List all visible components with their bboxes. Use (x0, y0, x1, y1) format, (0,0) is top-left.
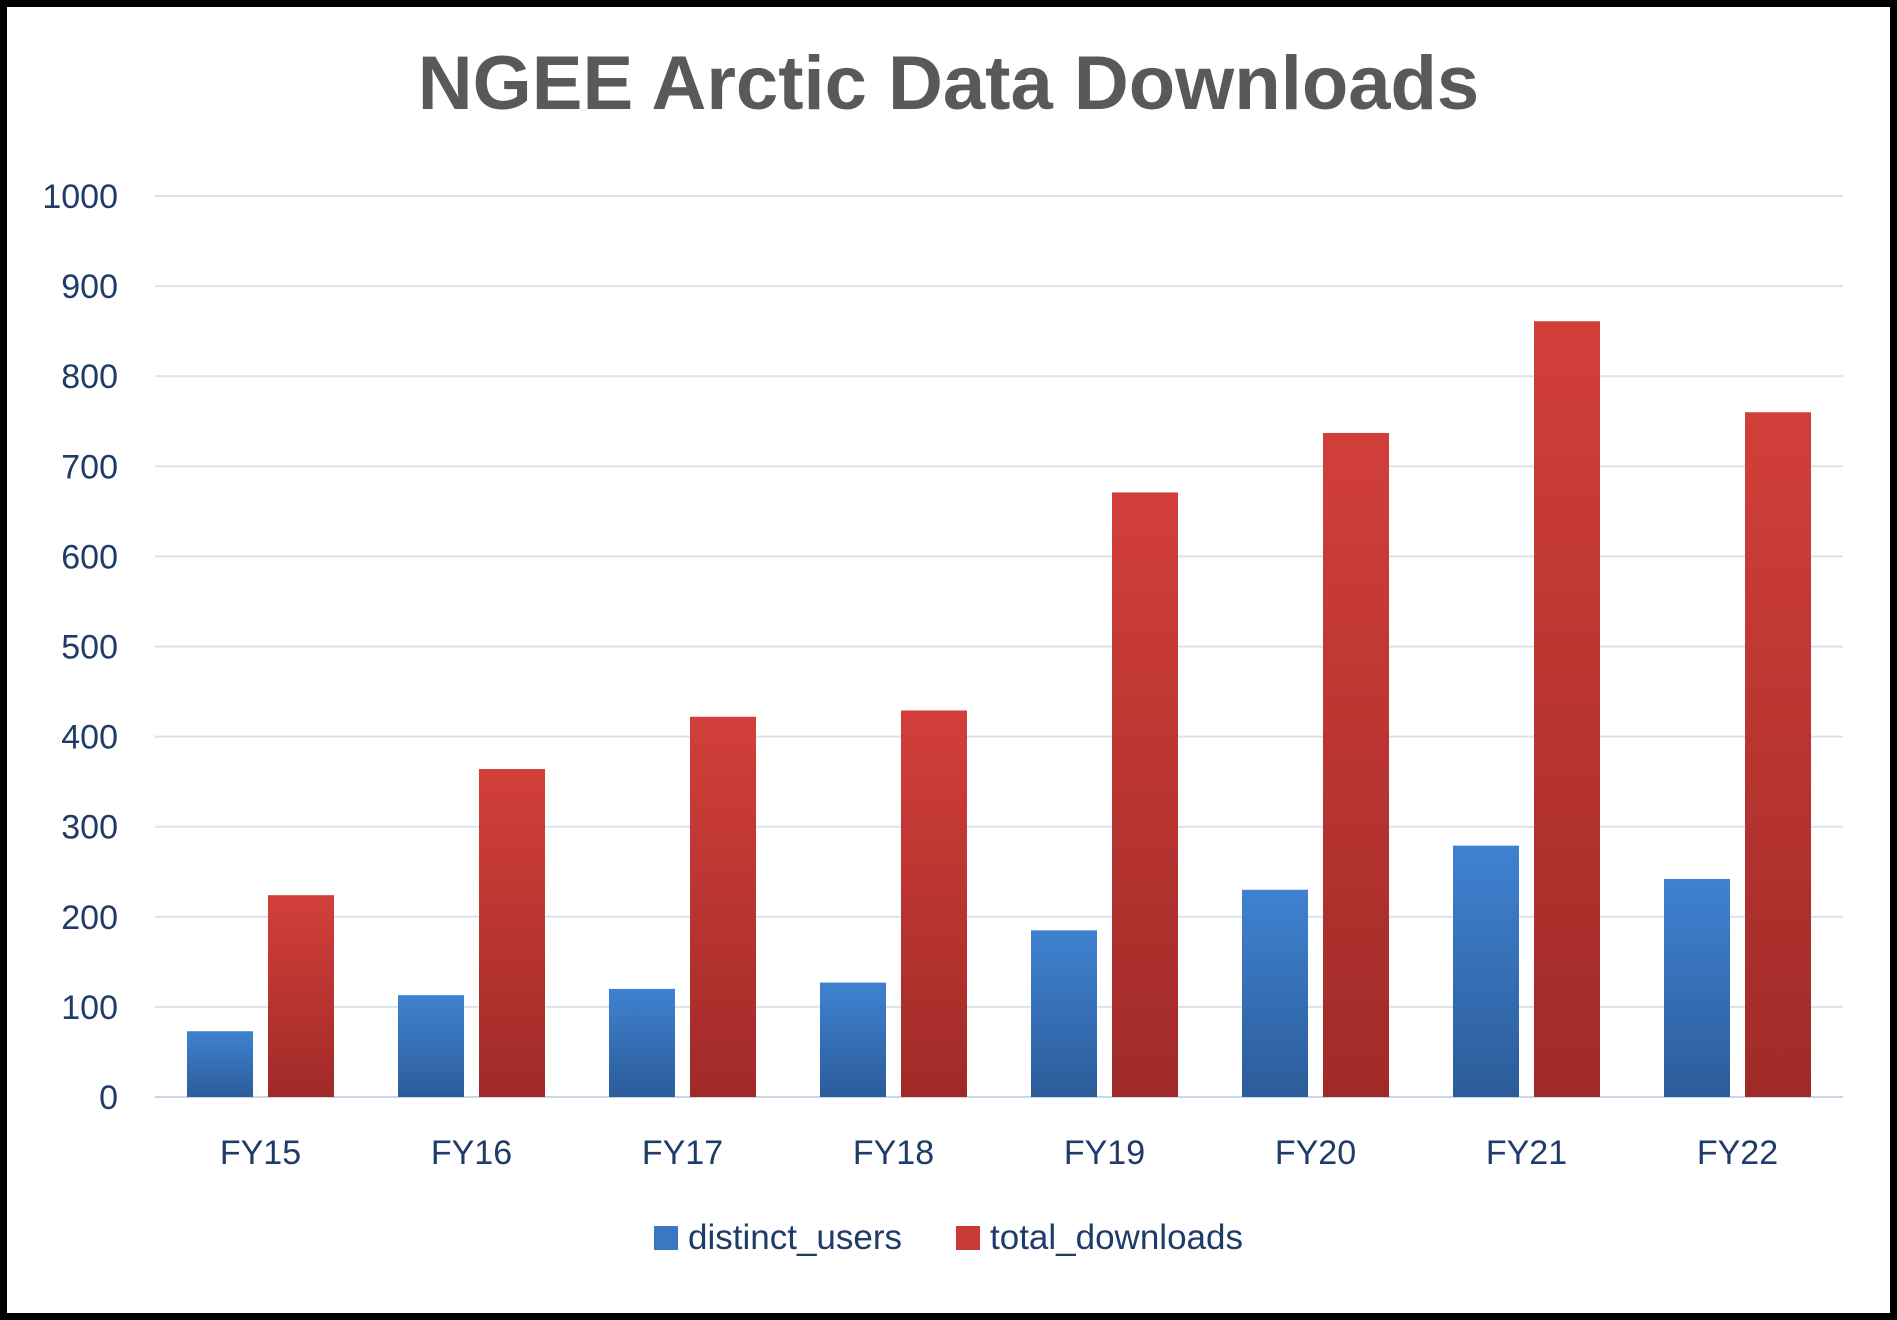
x-tick-label: FY19 (1064, 1134, 1145, 1172)
bar-distinct-users-fy16 (398, 995, 464, 1097)
bar-distinct-users-fy17 (609, 988, 675, 1097)
y-tick-label: 800 (61, 358, 118, 396)
y-tick-label: 0 (99, 1079, 118, 1117)
legend-item-total-downloads: total_downloads (956, 1218, 1243, 1258)
y-tick-label: 100 (61, 989, 118, 1027)
bar-distinct-users-fy15 (187, 1031, 253, 1097)
bar-distinct-users-fy21 (1453, 845, 1519, 1097)
x-tick-label: FY15 (220, 1134, 301, 1172)
bar-total-downloads-fy16 (479, 769, 545, 1097)
y-tick-label: 600 (61, 538, 118, 576)
x-tick-label: FY18 (853, 1134, 934, 1172)
bar-total-downloads-fy15 (268, 895, 334, 1097)
legend-label-distinct-users: distinct_users (688, 1218, 902, 1257)
y-tick-label: 900 (61, 268, 118, 306)
legend-swatch-distinct-users (654, 1226, 679, 1250)
x-axis-tick-labels: FY15 FY16 FY17 FY18 FY19 FY20 FY21 FY22 (220, 1134, 1778, 1172)
x-tick-label: FY22 (1697, 1134, 1778, 1172)
x-tick-label: FY20 (1275, 1134, 1356, 1172)
bars (187, 321, 1811, 1098)
bar-total-downloads-fy17 (690, 716, 756, 1097)
bar-distinct-users-fy18 (820, 982, 886, 1097)
legend-swatch-total-downloads (956, 1226, 980, 1250)
y-tick-label: 200 (61, 899, 118, 937)
bar-total-downloads-fy20 (1323, 432, 1389, 1097)
legend-label-total-downloads: total_downloads (990, 1218, 1243, 1257)
bar-distinct-users-fy20 (1242, 889, 1308, 1097)
y-tick-label: 1000 (42, 178, 118, 216)
legend: distinct_users total_downloads (0, 1218, 1897, 1258)
bar-total-downloads-fy21 (1534, 321, 1600, 1097)
bar-total-downloads-fy18 (901, 710, 967, 1097)
y-tick-label: 700 (61, 448, 118, 486)
x-tick-label: FY21 (1486, 1134, 1567, 1172)
y-tick-label: 300 (61, 809, 118, 847)
chart-title: NGEE Arctic Data Downloads (417, 41, 1480, 126)
legend-item-distinct-users: distinct_users (654, 1218, 902, 1258)
y-tick-label: 400 (61, 719, 118, 757)
x-tick-label: FY17 (642, 1134, 723, 1172)
bar-total-downloads-fy19 (1112, 492, 1178, 1098)
y-tick-label: 500 (61, 629, 118, 667)
y-axis-tick-labels: 0 100 200 300 400 500 600 700 800 900 1000 (42, 178, 118, 1117)
bar-distinct-users-fy19 (1031, 930, 1097, 1097)
bar-total-downloads-fy22 (1745, 412, 1811, 1097)
bar-distinct-users-fy22 (1664, 878, 1730, 1097)
x-tick-label: FY16 (431, 1134, 512, 1172)
